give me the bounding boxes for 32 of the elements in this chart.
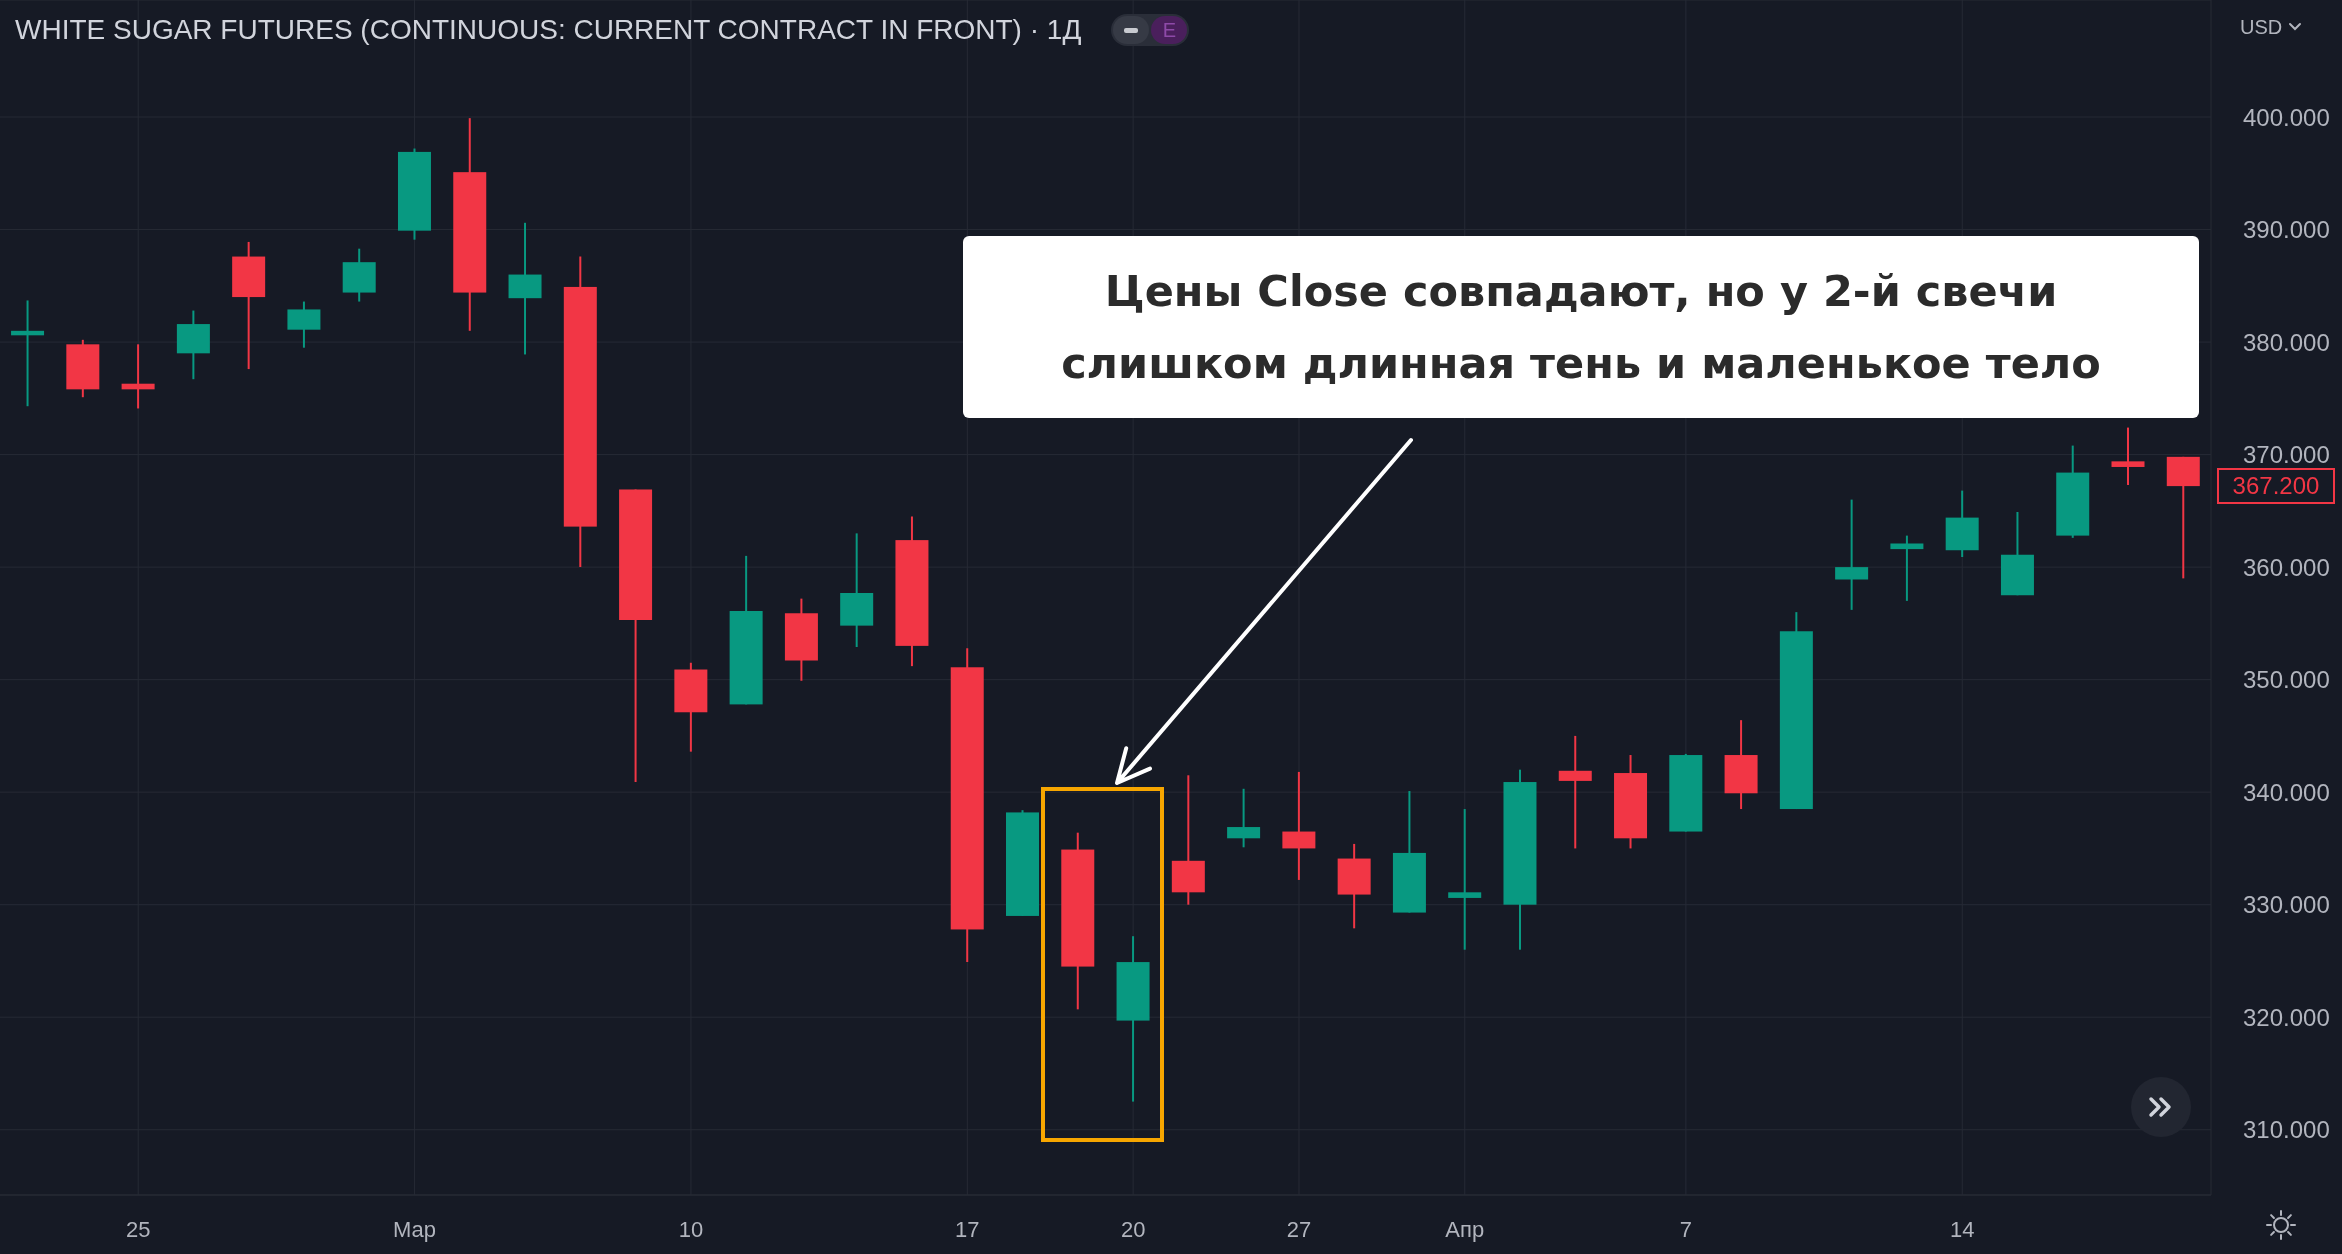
y-tick-label: 330.000	[2243, 891, 2330, 919]
candlestick	[1890, 534, 1924, 602]
x-tick-label: Апр	[1445, 1216, 1485, 1242]
y-tick-label: 340.000	[2243, 778, 2330, 806]
x-tick-label: 7	[1679, 1216, 1693, 1242]
y-tick-label: 380.000	[2243, 328, 2330, 356]
y-tick-label: 360.000	[2243, 553, 2330, 581]
annotation: Цены Close совпадают, но у 2-й свечи слишком длинная тень и маленькое тело	[1060, 265, 2102, 390]
candlestick	[1835, 498, 1869, 611]
y-axis-title: USD	[2240, 15, 2283, 39]
x-tick-label: 25	[125, 1216, 151, 1242]
x-tick-label: 10	[678, 1216, 704, 1242]
x-tick-label: 20	[1120, 1216, 1146, 1242]
callout-box: Цены Close совпадают, но у 2-й свечи слишком длинная тень и маленькое тело	[963, 236, 2199, 418]
text: 367.200	[2217, 468, 2335, 505]
y-tick-label: 390.000	[2243, 216, 2330, 244]
x-tick-label: 14	[1950, 1216, 1975, 1242]
annotation: E	[1151, 16, 1188, 44]
x-tick-label: 17	[955, 1216, 980, 1242]
x-tick-label: 27	[1286, 1216, 1312, 1242]
y-tick-label: 400.000	[2243, 103, 2330, 131]
candlestick	[1448, 808, 1482, 951]
y-tick-label: 370.000	[2243, 441, 2330, 469]
candlestick	[2111, 426, 2145, 486]
y-tick-label: 320.000	[2243, 1003, 2330, 1031]
candlestick	[1227, 787, 1261, 849]
y-tick-label: 310.000	[2243, 1116, 2330, 1144]
toggle-switch: E	[1111, 14, 1190, 46]
x-tick-label: Мар	[393, 1216, 437, 1242]
text: WHITE SUGAR FUTURES (CONTINUOUS: CURRENT CONTRACT IN FRONT) · 1Д	[15, 14, 1082, 46]
candlestick	[1558, 734, 1592, 850]
y-tick-label: 350.000	[2243, 666, 2330, 694]
